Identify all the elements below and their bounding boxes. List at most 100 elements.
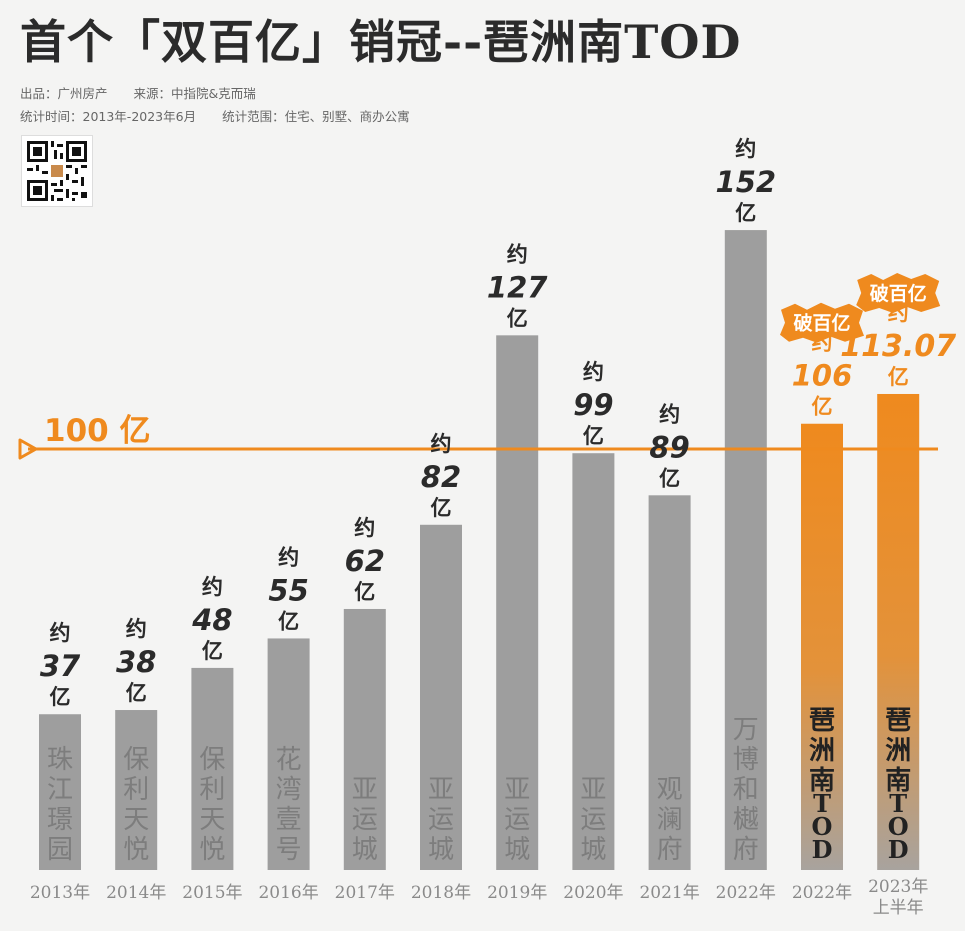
- bar-project-label: 壹: [276, 805, 302, 835]
- bar-project-label: 南: [809, 766, 835, 796]
- bar-project-label: 利: [123, 775, 149, 805]
- bar-value-label: 89: [649, 430, 689, 464]
- bar-unit-label: 亿: [735, 201, 756, 225]
- bar-project-label: 城: [504, 835, 530, 865]
- bar-project-label: 运: [580, 805, 606, 835]
- bar-unit-label: 亿: [354, 580, 375, 604]
- bar-unit-label: 亿: [431, 496, 452, 520]
- bar-project-label: 樾: [733, 805, 759, 835]
- bar-approx-label: 约: [659, 402, 680, 426]
- bar: [267, 638, 310, 870]
- bar-project-label: 和: [733, 775, 759, 805]
- bar-unit-label: 亿: [126, 681, 147, 705]
- bar-approx-label: 约: [583, 360, 604, 384]
- reference-arrow-icon: [18, 438, 38, 460]
- bar-year-label: 2013年: [30, 883, 90, 903]
- bar-project-label: 珠: [47, 745, 73, 775]
- source-text: 来源：中指院&克而瑞: [133, 86, 256, 101]
- reference-line-label: 100 亿: [44, 413, 151, 449]
- bar-value-label: 152: [716, 165, 777, 199]
- bar-project-label: 悦: [199, 835, 225, 865]
- bar-project-label: 运: [504, 805, 530, 835]
- bar-value-label: 106: [792, 359, 853, 393]
- bar-unit-label: 亿: [507, 306, 528, 330]
- bar: [420, 524, 462, 870]
- bar: [877, 393, 920, 870]
- bar: [343, 608, 386, 870]
- bar-year-label: 2019年: [487, 883, 547, 903]
- bar-approx-label: 约: [50, 621, 71, 645]
- bar-value-label: 82: [421, 460, 461, 494]
- bar-year-label: 2014年: [106, 883, 166, 903]
- bar-project-label: 洲: [809, 736, 835, 766]
- bar-project-label: 悦: [123, 835, 149, 865]
- bar: [648, 495, 691, 870]
- bar-project-label: T: [813, 789, 831, 818]
- bar: [191, 667, 234, 870]
- bar-value-label: 37: [40, 649, 81, 683]
- bar-value-label: 127: [487, 270, 548, 304]
- bar-value-label: 62: [345, 544, 385, 578]
- meta-line-1: 出品：广州房产 来源：中指院&克而瑞: [20, 83, 256, 102]
- bar-unit-label: 亿: [812, 395, 833, 419]
- bar: [572, 453, 615, 870]
- bar-project-label: 璟: [47, 805, 73, 835]
- bar-project-label: 湾: [276, 775, 302, 805]
- break-100-badge: [780, 302, 864, 343]
- bar-approx-label: 约: [126, 617, 147, 641]
- bar-year-label: 2023年: [868, 877, 928, 897]
- bar-project-label: 府: [657, 835, 683, 865]
- bar-approx-label: 约: [278, 545, 299, 569]
- bar-project-label: 澜: [657, 805, 683, 835]
- bar-project-label: 运: [352, 805, 378, 835]
- bar-project-label: 利: [199, 775, 225, 805]
- bar-project-label: D: [812, 835, 833, 864]
- bar-project-label: 运: [428, 805, 454, 835]
- bar-project-label: 亚: [580, 775, 606, 805]
- bar-year-label: 2018年: [411, 883, 471, 903]
- bar-unit-label: 亿: [50, 685, 71, 709]
- bar-year-label-line2: 上半年: [873, 898, 924, 918]
- bar-value-label: 113.07: [840, 329, 956, 364]
- bar-project-label: 博: [733, 745, 759, 775]
- bar-year-label: 2017年: [335, 883, 395, 903]
- bar-approx-label: 约: [431, 432, 452, 456]
- bar-unit-label: 亿: [583, 424, 604, 448]
- page-title: 首个「双百亿」销冠--琶洲南TOD: [20, 15, 742, 69]
- bar-unit-label: 亿: [659, 466, 680, 490]
- bar-project-label: 府: [733, 835, 759, 865]
- bar-value-label: 99: [573, 388, 613, 422]
- bar-project-label: 保: [199, 745, 225, 775]
- bar-value-label: 48: [191, 603, 232, 637]
- bar-year-label: 2021年: [639, 883, 699, 903]
- bar-project-label: 南: [885, 766, 911, 796]
- bar: [724, 230, 767, 870]
- period-text: 统计时间：2013年-2023年6月: [20, 109, 197, 124]
- bar-project-label: 亚: [504, 775, 530, 805]
- scope-text: 统计范围：住宅、别墅、商办公寓: [222, 109, 410, 124]
- bar-project-label: T: [889, 789, 907, 818]
- bar-approx-label: 约: [354, 516, 375, 540]
- bar-project-label: 城: [352, 835, 378, 865]
- bar-project-label: 天: [123, 805, 149, 835]
- bar: [801, 423, 843, 870]
- bar-project-label: 江: [47, 775, 73, 805]
- bar-project-label: 保: [123, 745, 149, 775]
- bar-year-label: 2020年: [563, 883, 623, 903]
- bar-project-label: 号: [276, 835, 302, 865]
- bar-project-label: D: [888, 835, 909, 864]
- bar-approx-label: 约: [202, 575, 223, 599]
- bar-approx-label: 约: [735, 137, 756, 161]
- bar-project-label: 观: [657, 775, 683, 805]
- bar-project-label: 琶: [885, 706, 911, 736]
- bar-project-label: 亚: [428, 775, 454, 805]
- bar-year-label: 2015年: [182, 883, 242, 903]
- bar-project-label: O: [888, 812, 909, 841]
- bar-value-label: 55: [268, 573, 308, 607]
- bar-unit-label: 亿: [202, 639, 223, 663]
- bar-unit-label: 亿: [888, 365, 909, 389]
- bar-project-label: 城: [580, 835, 606, 865]
- bar-value-label: 38: [116, 645, 156, 679]
- bar-project-label: 花: [276, 745, 302, 775]
- break-100-badge: [856, 272, 941, 313]
